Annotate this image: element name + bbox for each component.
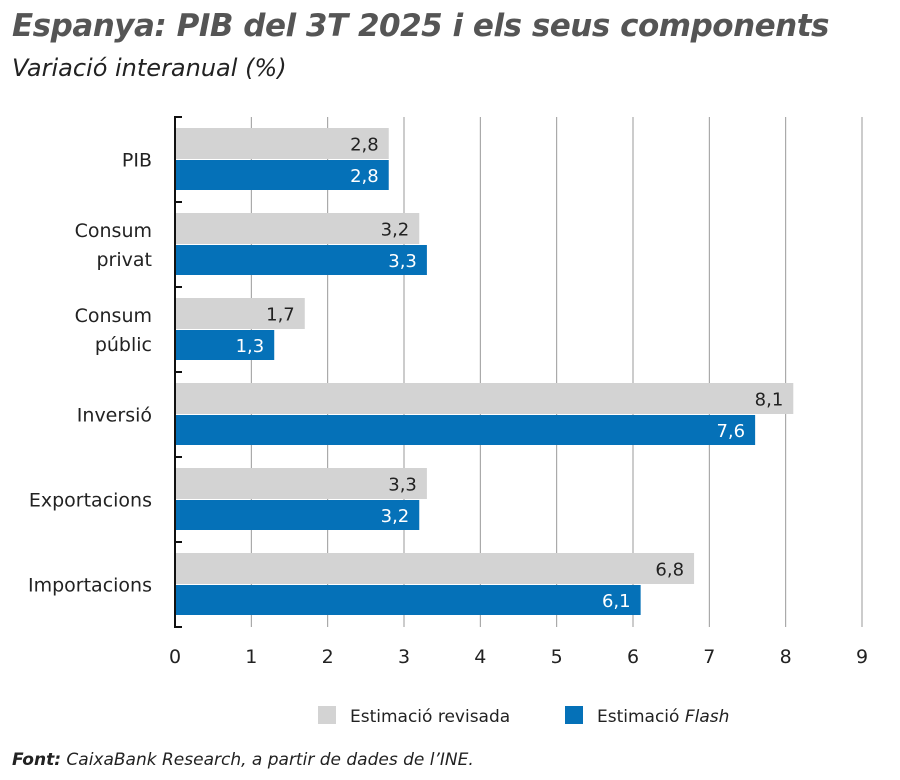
source-text: CaixaBank Research, a partir de dades de… (61, 750, 474, 770)
x-tick-label: 6 (627, 646, 639, 668)
x-tick-label: 5 (551, 646, 563, 668)
bar-flash (175, 245, 427, 275)
category-label: Importacions (28, 575, 152, 597)
category-label: Consum (75, 305, 152, 327)
x-tick-label: 9 (856, 646, 868, 668)
bar-revisada (175, 383, 794, 414)
legend-label-flash: Estimació Flash (597, 707, 729, 727)
bar-flash (175, 330, 275, 360)
legend-swatch-revisada (318, 706, 336, 724)
source-label: Font: (12, 750, 61, 770)
x-tick-label: 2 (322, 646, 334, 668)
bar-revisada (175, 213, 420, 244)
chart-title: Espanya: PIB del 3T 2025 i els seus comp… (12, 8, 830, 44)
x-tick-label: 4 (474, 646, 486, 668)
data-label: 3,2 (381, 220, 410, 241)
data-label: 3,3 (388, 251, 417, 272)
x-tick-label: 8 (780, 646, 792, 668)
x-tick-label: 1 (245, 646, 257, 668)
legend-label-flash-italic: Flash (685, 707, 730, 727)
data-label: 6,8 (655, 560, 684, 581)
data-label: 6,1 (602, 591, 631, 612)
category-label: Consum (75, 220, 152, 242)
data-label: 1,3 (236, 336, 265, 357)
x-tick-label: 7 (703, 646, 715, 668)
data-label: 3,2 (381, 506, 410, 527)
data-label: 2,8 (350, 166, 379, 187)
source-note: Font: CaixaBank Research, a partir de da… (12, 750, 474, 770)
category-label: privat (97, 249, 153, 271)
bar-flash (175, 415, 756, 445)
data-label: 7,6 (716, 421, 745, 442)
bar-flash (175, 585, 641, 615)
category-label: PIB (122, 150, 152, 172)
chart-subtitle: Variació interanual (%) (12, 54, 287, 82)
data-label: 2,8 (350, 135, 379, 156)
x-tick-label: 3 (398, 646, 410, 668)
bar-revisada (175, 553, 695, 584)
bar-revisada (175, 128, 389, 159)
category-label: Inversió (77, 405, 152, 427)
legend-swatch-flash (565, 706, 583, 724)
category-label: públic (95, 334, 152, 356)
bar-revisada (175, 298, 305, 329)
bar-flash (175, 500, 420, 530)
data-label: 1,7 (266, 305, 295, 326)
legend-label-revisada: Estimació revisada (350, 707, 510, 727)
bar-flash (175, 160, 389, 190)
x-tick-label: 0 (169, 646, 181, 668)
data-label: 3,3 (388, 475, 417, 496)
bar-revisada (175, 468, 427, 499)
category-label: Exportacions (29, 490, 152, 512)
data-label: 8,1 (755, 390, 784, 411)
